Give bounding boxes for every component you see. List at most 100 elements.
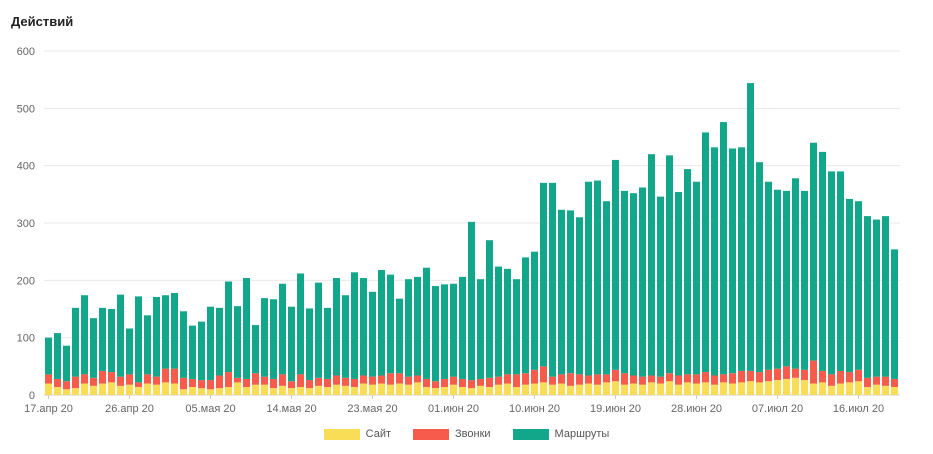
bar-segment-calls[interactable] <box>468 380 475 389</box>
bar-segment-calls[interactable] <box>432 381 439 389</box>
bar-segment-site[interactable] <box>558 383 565 395</box>
bar-segment-routes[interactable] <box>90 318 97 378</box>
bar-segment-site[interactable] <box>54 386 61 395</box>
bar-segment-calls[interactable] <box>666 373 673 382</box>
bar-segment-routes[interactable] <box>774 189 781 369</box>
bar-segment-calls[interactable] <box>207 380 214 390</box>
bar-segment-routes[interactable] <box>828 171 835 375</box>
bar-segment-routes[interactable] <box>756 162 763 373</box>
bar-segment-calls[interactable] <box>225 372 232 387</box>
bar-segment-site[interactable] <box>639 384 646 395</box>
bar-segment-calls[interactable] <box>162 368 169 383</box>
bar-segment-calls[interactable] <box>864 377 871 387</box>
bar-segment-routes[interactable] <box>342 295 349 378</box>
bar-segment-calls[interactable] <box>486 377 493 387</box>
bar-segment-routes[interactable] <box>405 279 412 377</box>
bar-segment-site[interactable] <box>261 384 268 395</box>
bar-segment-calls[interactable] <box>243 378 250 387</box>
bar-segment-routes[interactable] <box>621 190 628 374</box>
bar-segment-routes[interactable] <box>558 209 565 375</box>
bar-segment-routes[interactable] <box>63 345 70 382</box>
bar-segment-routes[interactable] <box>396 298 403 374</box>
bar-segment-routes[interactable] <box>504 268 511 375</box>
bar-segment-site[interactable] <box>801 380 808 395</box>
bar-segment-calls[interactable] <box>549 376 556 385</box>
bar-segment-calls[interactable] <box>90 377 97 386</box>
bar-segment-routes[interactable] <box>135 296 142 383</box>
bar-segment-calls[interactable] <box>180 377 187 390</box>
bar-segment-routes[interactable] <box>252 325 259 374</box>
bar-segment-routes[interactable] <box>657 196 664 377</box>
bar-segment-site[interactable] <box>531 383 538 395</box>
bar-segment-routes[interactable] <box>477 279 484 379</box>
bar-segment-site[interactable] <box>333 384 340 395</box>
bar-segment-site[interactable] <box>378 383 385 395</box>
bar-segment-calls[interactable] <box>747 370 754 382</box>
bar-segment-calls[interactable] <box>297 374 304 387</box>
bar-segment-site[interactable] <box>576 384 583 395</box>
bar-segment-calls[interactable] <box>729 373 736 384</box>
bar-segment-site[interactable] <box>207 389 214 395</box>
bar-segment-calls[interactable] <box>837 370 844 384</box>
bar-segment-calls[interactable] <box>387 373 394 385</box>
bar-segment-calls[interactable] <box>774 368 781 381</box>
bar-segment-calls[interactable] <box>639 376 646 385</box>
bar-segment-site[interactable] <box>450 384 457 395</box>
bar-segment-site[interactable] <box>324 386 331 395</box>
bar-segment-routes[interactable] <box>612 159 619 370</box>
bar-segment-site[interactable] <box>162 382 169 395</box>
bar-segment-site[interactable] <box>657 383 664 395</box>
bar-segment-site[interactable] <box>495 384 502 395</box>
bar-segment-site[interactable] <box>810 383 817 395</box>
bar-segment-calls[interactable] <box>765 369 772 382</box>
bar-segment-routes[interactable] <box>630 193 637 376</box>
bar-segment-site[interactable] <box>189 386 196 395</box>
bar-segment-site[interactable] <box>396 383 403 395</box>
bar-segment-calls[interactable] <box>540 366 547 383</box>
bar-segment-routes[interactable] <box>54 333 61 379</box>
bar-segment-site[interactable] <box>855 381 862 395</box>
bar-segment-calls[interactable] <box>315 377 322 386</box>
bar-segment-routes[interactable] <box>144 315 151 375</box>
bar-segment-calls[interactable] <box>477 378 484 386</box>
bar-segment-calls[interactable] <box>702 372 709 383</box>
bar-segment-site[interactable] <box>891 386 898 395</box>
bar-segment-calls[interactable] <box>270 378 277 389</box>
bar-segment-routes[interactable] <box>207 306 214 381</box>
bar-segment-site[interactable] <box>405 384 412 395</box>
legend-item-site[interactable]: Сайт <box>323 428 391 440</box>
bar-segment-site[interactable] <box>630 383 637 395</box>
bar-segment-site[interactable] <box>81 383 88 395</box>
bar-segment-routes[interactable] <box>594 180 601 375</box>
bar-segment-calls[interactable] <box>630 375 637 384</box>
bar-segment-routes[interactable] <box>531 251 538 370</box>
bar-segment-routes[interactable] <box>117 294 124 377</box>
bar-segment-site[interactable] <box>684 382 691 395</box>
bar-segment-site[interactable] <box>99 383 106 395</box>
bar-segment-routes[interactable] <box>99 307 106 371</box>
bar-segment-calls[interactable] <box>558 374 565 384</box>
bar-segment-calls[interactable] <box>738 370 745 383</box>
bar-segment-routes[interactable] <box>459 276 466 379</box>
bar-segment-calls[interactable] <box>108 372 115 383</box>
bar-segment-site[interactable] <box>828 385 835 395</box>
bar-segment-calls[interactable] <box>756 372 763 383</box>
bar-segment-site[interactable] <box>729 383 736 395</box>
bar-segment-calls[interactable] <box>594 374 601 385</box>
bar-segment-routes[interactable] <box>819 151 826 371</box>
bar-segment-site[interactable] <box>468 388 475 395</box>
bar-segment-routes[interactable] <box>189 325 196 379</box>
bar-segment-calls[interactable] <box>81 374 88 384</box>
bar-segment-calls[interactable] <box>450 376 457 385</box>
bar-segment-routes[interactable] <box>441 284 448 379</box>
bar-segment-calls[interactable] <box>648 375 655 383</box>
bar-segment-site[interactable] <box>756 382 763 395</box>
bar-segment-routes[interactable] <box>711 147 718 376</box>
bar-segment-routes[interactable] <box>81 295 88 375</box>
bar-segment-routes[interactable] <box>225 281 232 373</box>
bar-segment-calls[interactable] <box>144 374 151 384</box>
bar-segment-calls[interactable] <box>54 378 61 387</box>
bar-segment-routes[interactable] <box>153 296 160 377</box>
bar-segment-routes[interactable] <box>765 181 772 370</box>
bar-segment-calls[interactable] <box>720 374 727 383</box>
